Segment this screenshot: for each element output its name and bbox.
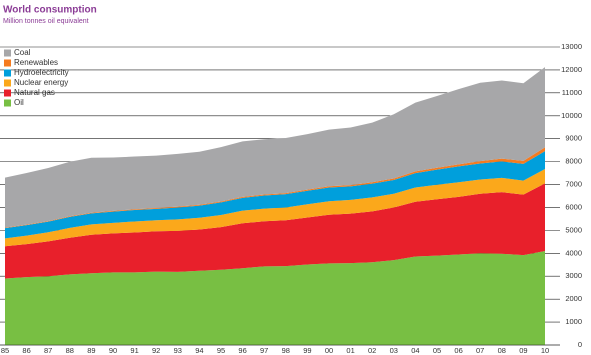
legend-swatch [4,59,11,67]
x-tick-label: 03 [390,346,398,355]
legend-label: Hydroelectricity [14,68,69,77]
chart-title: World consumption [3,5,97,16]
chart-subtitle: Million tonnes oil equivalent [3,18,89,25]
x-tick-label: 08 [498,346,506,355]
legend-swatch [4,69,11,77]
x-tick-label: 97 [260,346,268,355]
x-tick-label: 93 [174,346,182,355]
y-tick-label: 9000 [565,134,582,143]
x-tick-label: 04 [411,346,419,355]
legend-swatch [4,99,11,107]
x-tick-label: 95 [217,346,225,355]
x-tick-label: 92 [152,346,160,355]
y-tick-label: 4000 [565,248,582,257]
y-tick-label: 10000 [561,111,582,120]
y-tick-label: 1000 [565,317,582,326]
x-tick-label: 06 [454,346,462,355]
x-tick-label: 09 [519,346,527,355]
areas [5,67,545,345]
x-tick-label: 88 [66,346,74,355]
x-tick-label: 89 [87,346,95,355]
area [5,183,545,279]
legend-swatch [4,79,11,87]
x-tick-label: 86 [22,346,30,355]
x-tick-label: 01 [346,346,354,355]
legend-swatch [4,89,11,97]
area [5,67,545,228]
x-tick-label: 87 [44,346,52,355]
y-tick-label: 0 [578,340,582,349]
legend-label: Nuclear energy [14,78,68,87]
x-tick-label: 05 [433,346,441,355]
x-tick-label: 91 [130,346,138,355]
legend-label: Coal [14,48,31,57]
y-tick-label: 5000 [565,225,582,234]
legend-label: Renewables [14,58,58,67]
area [5,151,545,239]
y-tick-label: 2000 [565,294,582,303]
x-tick-label: 94 [195,346,203,355]
x-tick-label: 85 [1,346,9,355]
x-tick-label: 96 [238,346,246,355]
y-tick-label: 12000 [561,65,582,74]
legend-label: Natural gas [14,88,55,97]
x-tick-label: 90 [109,346,117,355]
x-tick-label: 10 [541,346,549,355]
y-tick-label: 8000 [565,157,582,166]
y-tick-label: 6000 [565,202,582,211]
y-tick-label: 13000 [561,42,582,51]
y-tick-label: 11000 [562,88,582,97]
x-tick-label: 00 [325,346,333,355]
legend-swatch [4,49,11,57]
area [5,251,545,345]
x-tick-label: 99 [303,346,311,355]
y-tick-label: 3000 [565,271,582,280]
axes: 0100020003000400050006000700080009000100… [0,42,582,355]
legend-label: Oil [14,98,24,107]
y-tick-label: 7000 [565,180,582,189]
x-tick-label: 98 [282,346,290,355]
x-tick-label: 07 [476,346,484,355]
area [5,168,545,247]
x-tick-label: 02 [368,346,376,355]
